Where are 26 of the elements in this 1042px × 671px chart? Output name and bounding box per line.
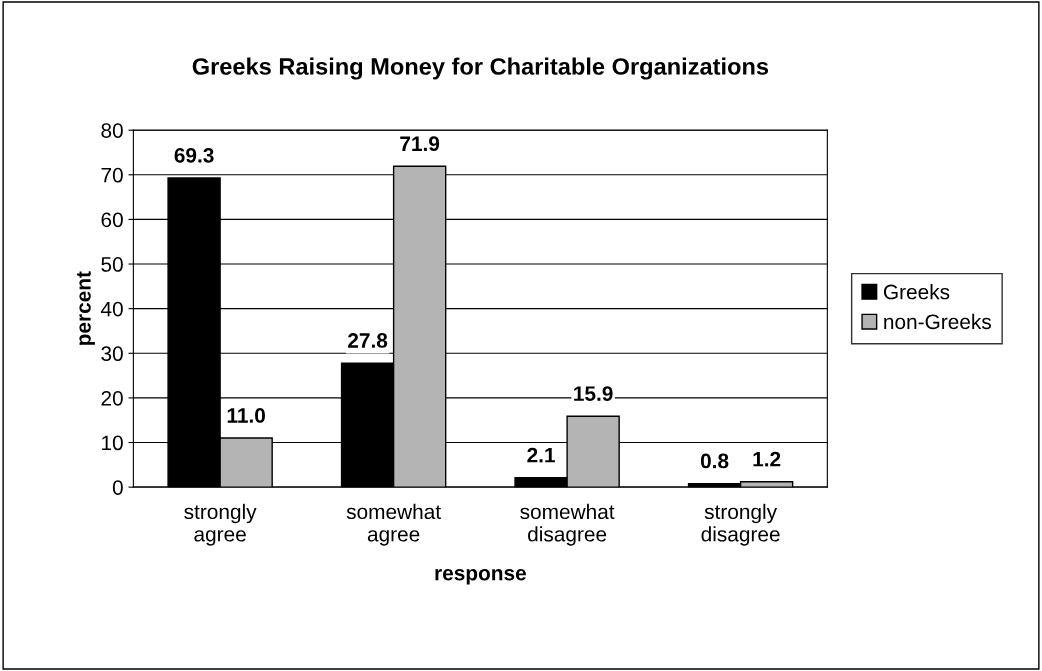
data-label: 11.0 [227,408,265,423]
x-axis-title: response [435,568,526,585]
y-tick-label: 70 [101,167,123,183]
data-label: 69.3 [174,147,214,163]
data-label: 1.2 [753,451,781,467]
data-label: 15.9 [574,386,613,401]
y-tick-label: 10 [102,435,123,451]
legend-label: non-Greeks [884,313,991,330]
y-tick-label: 30 [101,346,123,362]
data-label: 27.8 [348,333,388,348]
y-tick-label: 20 [101,390,123,406]
y-tick-label: 40 [100,301,123,317]
x-tick-label: somewhat agree [346,503,441,546]
data-label: 2.1 [527,447,555,463]
x-tick-label: strongly agree [184,503,257,546]
chart-title: Greeks Raising Money for Charitable Organizations [192,57,769,80]
y-tick-label: 0 [112,480,123,495]
y-tick-label: 80 [101,123,123,138]
x-tick-label: somewhat disagree [520,503,615,546]
y-axis-title: percent [77,271,95,345]
data-label: 71.9 [400,136,440,152]
y-tick-label: 60 [101,212,123,228]
legend-label: Greeks [883,284,950,300]
y-tick-label: 50 [101,257,123,272]
data-label: 0.8 [700,453,729,469]
x-tick-label: strongly disagree [701,503,780,546]
